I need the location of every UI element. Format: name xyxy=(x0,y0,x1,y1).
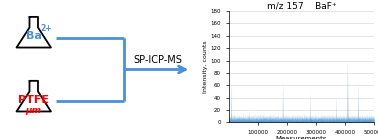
Text: 2+: 2+ xyxy=(40,24,52,33)
Text: μm: μm xyxy=(26,106,42,115)
Y-axis label: Intensity, counts: Intensity, counts xyxy=(203,40,208,93)
Text: SP-ICP-MS: SP-ICP-MS xyxy=(133,55,182,65)
Text: Ba: Ba xyxy=(26,31,42,41)
X-axis label: Measurements: Measurements xyxy=(276,136,327,139)
Title: m/z 157    BaF⁺: m/z 157 BaF⁺ xyxy=(266,1,336,10)
Text: PTFE: PTFE xyxy=(18,95,49,105)
